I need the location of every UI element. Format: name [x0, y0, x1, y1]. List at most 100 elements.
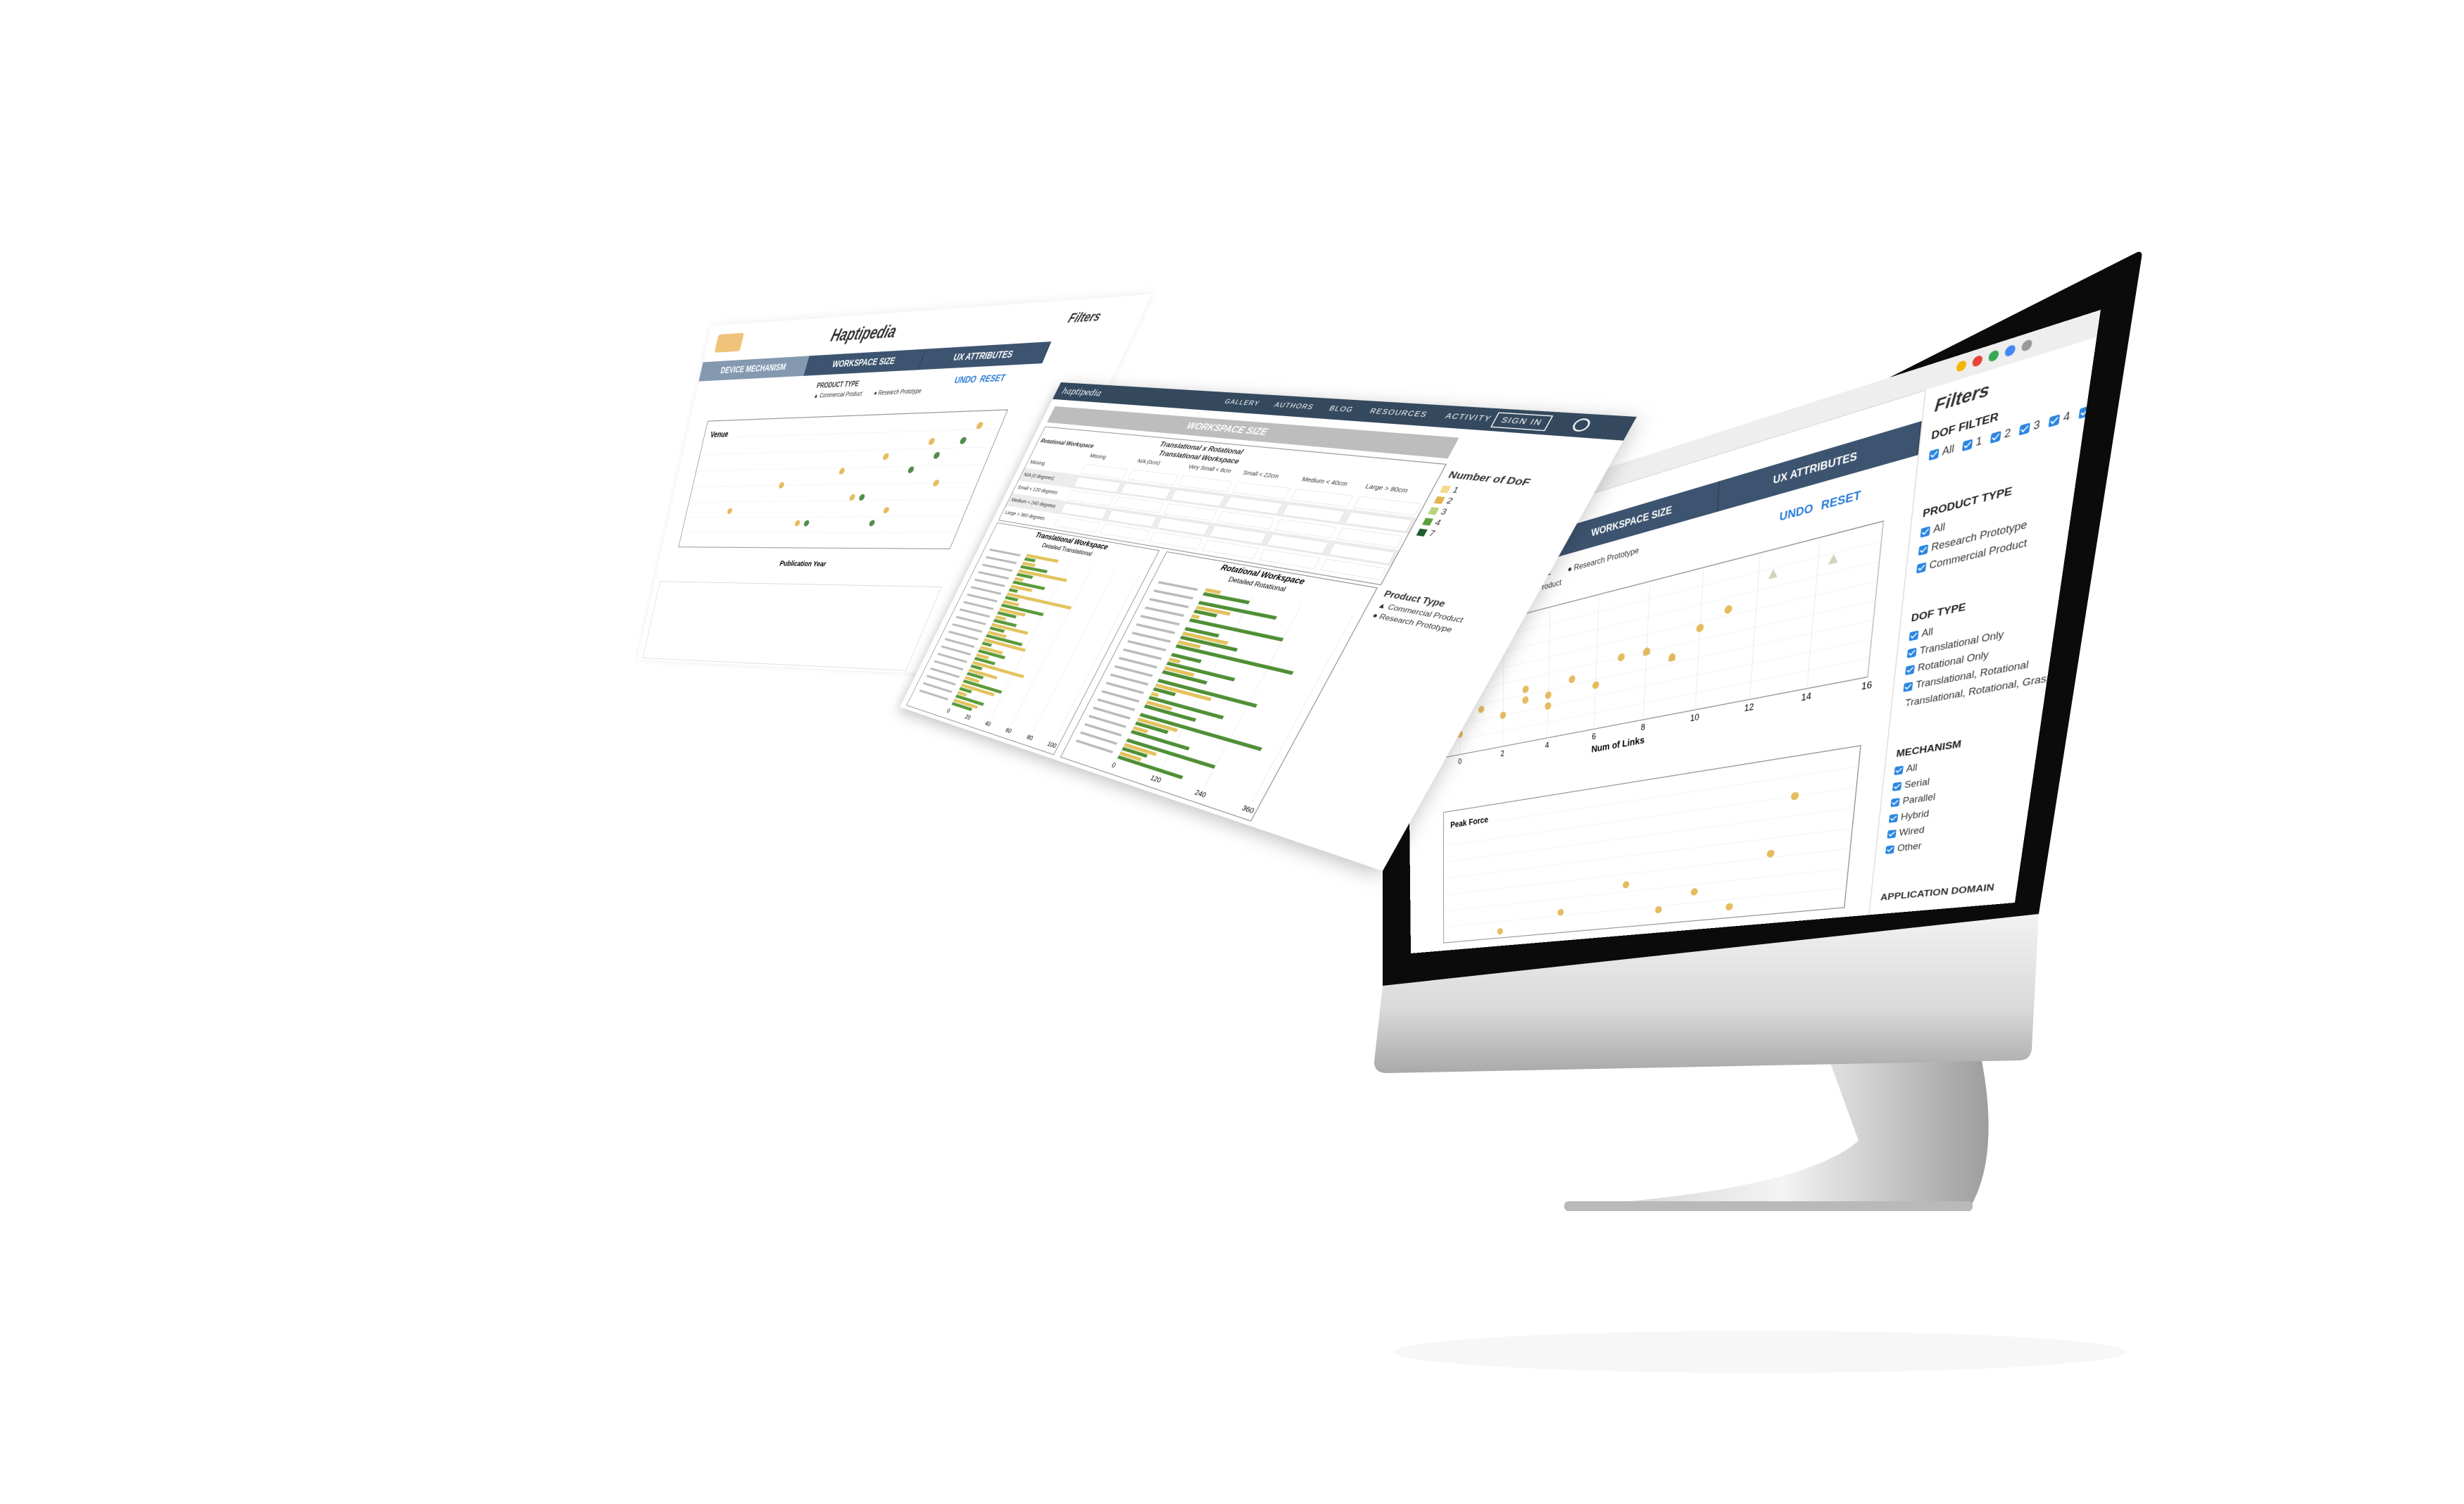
filter-option[interactable]: 1 — [1961, 434, 1983, 453]
x-tick-label: 12 — [1744, 702, 1754, 714]
filter-option[interactable]: 2 — [1990, 426, 2011, 445]
filter-option[interactable]: All — [1928, 442, 1955, 462]
row-label-placeholder — [1153, 589, 1194, 600]
x-tick-label: 120 — [1149, 775, 1163, 784]
row-label-placeholder — [955, 615, 986, 625]
scatter-chart: Venue Publication Year — [662, 400, 1019, 568]
row-line — [700, 447, 992, 455]
row-label-placeholder — [970, 586, 1002, 595]
browser-icon — [2020, 338, 2033, 353]
reset-button[interactable]: RESET — [978, 372, 1007, 384]
option-label: Parallel — [1902, 791, 1937, 806]
x-tick-label: 2 — [1500, 749, 1504, 759]
point — [959, 437, 968, 444]
haptipedia-panel: Haptipedia DEVICE MECHANISM WORKSPACE SIZ… — [637, 294, 1152, 677]
row-label-placeholder — [1144, 606, 1185, 618]
checkbox[interactable] — [1885, 844, 1895, 854]
workspace-panel: haptipedia GALLERY AUTHORS BLOG RESOURCES AC… — [900, 382, 1637, 871]
tab[interactable]: UX ATTRIBUTES — [918, 341, 1052, 370]
point — [1642, 646, 1651, 657]
checkbox[interactable] — [1888, 813, 1899, 823]
x-tick-label: 240 — [1193, 789, 1208, 800]
grid-line — [1807, 537, 1821, 689]
checkbox[interactable] — [1903, 681, 1913, 692]
legend-swatch — [1439, 485, 1452, 494]
checkbox[interactable] — [1905, 664, 1916, 675]
row-line — [1444, 868, 1849, 911]
x-tick-label: 14 — [1801, 691, 1812, 703]
legend-label: 3 — [1439, 507, 1449, 517]
grid-line — [1547, 607, 1550, 738]
checkbox[interactable] — [1909, 629, 1919, 641]
column-header: N/A (0cm) — [1136, 458, 1162, 467]
point — [1497, 927, 1504, 935]
tab[interactable]: DEVICE MECHANISM — [698, 356, 810, 382]
undo-button[interactable]: UNDO — [1778, 500, 1814, 524]
checkbox[interactable] — [1887, 829, 1897, 839]
bar — [1202, 591, 1250, 605]
checkbox[interactable] — [2048, 413, 2061, 427]
checkbox[interactable] — [1894, 765, 1904, 775]
browser-icon — [1971, 354, 1983, 368]
legend-label: 4 — [1433, 518, 1443, 527]
row-line — [1443, 808, 1854, 862]
tab[interactable]: WORKSPACE SIZE — [804, 349, 926, 376]
checkbox[interactable] — [1892, 781, 1902, 791]
reset-button[interactable]: RESET — [1821, 487, 1862, 513]
bar — [1117, 755, 1183, 779]
point — [803, 520, 810, 527]
checkbox[interactable] — [2018, 422, 2031, 436]
point — [1768, 568, 1778, 579]
row-label-placeholder — [919, 689, 949, 701]
point — [838, 468, 846, 475]
checkbox[interactable] — [1990, 430, 2001, 444]
logo — [714, 332, 745, 353]
bar — [1150, 691, 1159, 697]
row-label-placeholder — [941, 645, 972, 656]
undo-button[interactable]: UNDO — [953, 374, 979, 386]
legend-title: PRODUCT TYPE — [815, 380, 860, 390]
option-label: All — [1941, 442, 1955, 458]
row-label-placeholder — [1149, 598, 1189, 608]
filter-group: PRODUCT TYPE All Research Prototype Commerc… — [1916, 471, 2065, 580]
row-label-placeholder — [1105, 682, 1145, 694]
row-line — [1444, 848, 1851, 895]
x-tick-label: 8 — [1640, 722, 1645, 733]
row-label-placeholder — [978, 571, 1010, 580]
row-label-placeholder — [926, 675, 956, 686]
row-label-placeholder — [959, 608, 991, 618]
legend-swatch — [1428, 506, 1440, 515]
legend-swatch — [1433, 496, 1445, 504]
checkbox[interactable] — [1890, 797, 1900, 808]
filter-group: DOF TYPE All Translational Only Rotational … — [1901, 583, 2068, 715]
row-label-placeholder — [1118, 656, 1158, 669]
row-line — [704, 429, 1000, 438]
column-header: Very Small < 8cm — [1187, 463, 1233, 475]
point — [1668, 652, 1676, 663]
option-label: All — [1906, 762, 1918, 775]
x-tick-label: 6 — [1592, 732, 1596, 741]
checkbox[interactable] — [1918, 544, 1929, 556]
row-label-placeholder — [1140, 615, 1181, 626]
row-label-placeholder — [1101, 690, 1140, 703]
row-label-placeholder — [937, 653, 967, 663]
row-label-placeholder — [1136, 623, 1176, 634]
point — [1545, 691, 1552, 700]
checkbox[interactable] — [1916, 562, 1927, 574]
x-tick-label: 20 — [964, 714, 972, 722]
filter-option[interactable]: 3 — [2018, 418, 2041, 437]
checkbox[interactable] — [1920, 525, 1931, 538]
scatter-chart: Peak Force — [1413, 727, 1884, 953]
point — [881, 453, 890, 460]
checkbox[interactable] — [1906, 647, 1917, 658]
nav-link[interactable]: BLOG — [1328, 404, 1355, 414]
row-label-placeholder — [1122, 648, 1162, 660]
checkbox[interactable] — [1961, 438, 1973, 451]
point — [1569, 675, 1576, 684]
x-axis-label: Publication Year — [779, 559, 827, 568]
point — [1622, 880, 1630, 889]
filter-option[interactable]: 4 — [2048, 409, 2071, 429]
point — [848, 494, 856, 501]
checkbox[interactable] — [1928, 448, 1940, 460]
